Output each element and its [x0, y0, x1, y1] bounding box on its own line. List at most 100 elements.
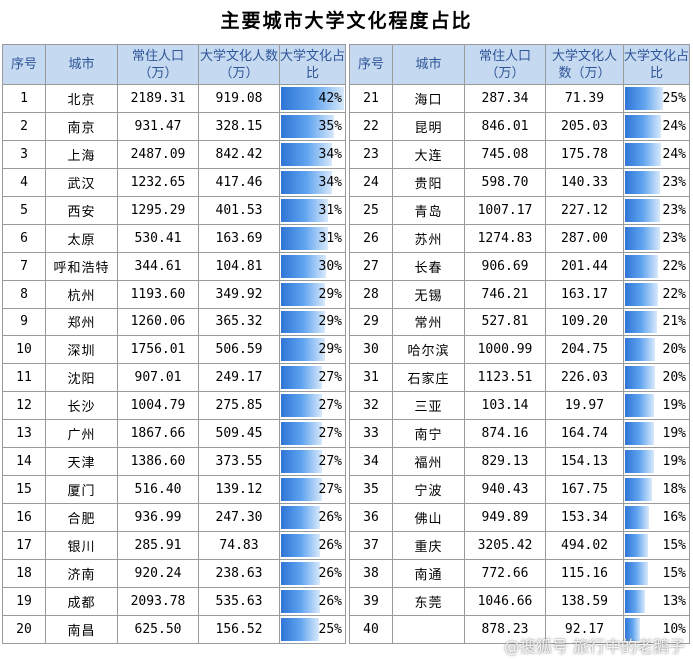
population-cell: 1295.29: [117, 195, 199, 225]
rank-cell: 18: [2, 558, 46, 588]
population-cell: 530.41: [117, 223, 199, 253]
rank-cell: 24: [349, 167, 393, 197]
rank-cell: 36: [349, 503, 393, 532]
edu-count-cell: 167.75: [545, 475, 624, 505]
city-cell: 太原: [45, 223, 118, 253]
edu-ratio-cell: 19%: [623, 391, 690, 421]
edu-count-cell: 506.59: [198, 335, 280, 365]
population-cell: 2487.09: [117, 139, 199, 169]
rank-cell: 17: [2, 531, 46, 560]
ratio-bar: [281, 338, 325, 362]
ratio-bar: [281, 282, 325, 306]
rank-cell: 2: [2, 111, 46, 141]
rank-cell: 8: [2, 279, 46, 309]
city-cell: [392, 614, 465, 645]
ratio-bar: [625, 422, 654, 446]
rank-cell: 12: [2, 391, 46, 421]
edu-count-cell: 19.97: [545, 391, 624, 421]
ratio-value: 29%: [318, 314, 342, 330]
rank-cell: 34: [349, 447, 393, 477]
ratio-bar: [625, 142, 661, 166]
table-row: 31 石家庄 1123.51 226.03 20%: [349, 363, 690, 393]
table-row: 20 南昌 625.50 156.52 25%: [2, 614, 346, 645]
ratio-value: 23%: [662, 202, 686, 218]
table-row: 40 878.23 92.17 10%: [349, 614, 690, 645]
ratio-value: 20%: [662, 370, 686, 386]
ratio-value: 19%: [662, 426, 686, 442]
ratio-bar: [281, 506, 320, 529]
edu-ratio-cell: 31%: [279, 195, 346, 225]
ratio-bar: [281, 450, 322, 474]
ratio-bar: [625, 282, 658, 306]
ratio-value: 22%: [662, 258, 686, 274]
rank-cell: 6: [2, 223, 46, 253]
table-row: 23 大连 745.08 175.78 24%: [349, 139, 690, 169]
ratio-bar: [625, 114, 661, 138]
ratio-bar: [625, 561, 648, 585]
city-cell: 长春: [392, 251, 465, 281]
rank-cell: 38: [349, 558, 393, 588]
city-cell: 南通: [392, 558, 465, 588]
table-row: 29 常州 527.81 109.20 21%: [349, 307, 690, 337]
edu-count-cell: 238.63: [198, 558, 280, 588]
table-row: 30 哈尔滨 1000.99 204.75 20%: [349, 335, 690, 365]
rank-cell: 29: [349, 307, 393, 337]
edu-count-cell: 139.12: [198, 475, 280, 505]
edu-ratio-cell: 31%: [279, 223, 346, 253]
ratio-bar: [281, 198, 328, 222]
ratio-bar: [281, 114, 334, 138]
edu-count-cell: 401.53: [198, 195, 280, 225]
table-row: 38 南通 772.66 115.16 15%: [349, 558, 690, 588]
city-cell: 常州: [392, 307, 465, 337]
rank-cell: 23: [349, 139, 393, 169]
table-row: 33 南宁 874.16 164.74 19%: [349, 419, 690, 449]
rank-cell: 1: [2, 84, 46, 113]
edu-ratio-cell: 34%: [279, 167, 346, 197]
city-cell: 合肥: [45, 503, 118, 532]
population-cell: 878.23: [464, 614, 546, 645]
header-edu-count: 大学文化人数（万）: [198, 44, 280, 85]
rank-cell: 9: [2, 307, 46, 337]
ratio-value: 19%: [662, 398, 686, 414]
edu-count-cell: 275.85: [198, 391, 280, 421]
city-cell: 厦门: [45, 475, 118, 505]
city-cell: 海口: [392, 84, 465, 113]
city-cell: 上海: [45, 139, 118, 169]
edu-count-cell: 115.16: [545, 558, 624, 588]
rank-cell: 35: [349, 475, 393, 505]
city-cell: 南京: [45, 111, 118, 141]
ratio-value: 13%: [662, 593, 686, 609]
edu-count-cell: 154.13: [545, 447, 624, 477]
ratio-value: 27%: [318, 482, 342, 498]
edu-count-cell: 842.42: [198, 139, 280, 169]
table-row: 34 福州 829.13 154.13 19%: [349, 447, 690, 477]
city-cell: 天津: [45, 447, 118, 477]
table-row: 17 银川 285.91 74.83 26%: [2, 531, 346, 560]
edu-ratio-cell: 22%: [623, 279, 690, 309]
ratio-bar: [281, 226, 328, 250]
ratio-value: 19%: [662, 454, 686, 470]
city-cell: 福州: [392, 447, 465, 477]
ratio-value: 30%: [318, 258, 342, 274]
population-cell: 772.66: [464, 558, 546, 588]
ratio-value: 26%: [318, 593, 342, 609]
edu-ratio-cell: 23%: [623, 195, 690, 225]
ratio-value: 15%: [662, 537, 686, 553]
header-city: 城市: [45, 44, 118, 85]
ratio-bar: [625, 198, 660, 222]
ratio-bar: [625, 338, 655, 362]
ratio-value: 24%: [662, 146, 686, 162]
table-row: 5 西安 1295.29 401.53 31%: [2, 195, 346, 225]
edu-count-cell: 509.45: [198, 419, 280, 449]
city-cell: 济南: [45, 558, 118, 588]
table-row: 14 天津 1386.60 373.55 27%: [2, 447, 346, 477]
city-table-left: 序号 城市 常住人口（万） 大学文化人数（万） 大学文化占比 1 北京 2189.3…: [2, 44, 346, 645]
ratio-value: 15%: [662, 565, 686, 581]
population-cell: 1004.79: [117, 391, 199, 421]
rank-cell: 33: [349, 419, 393, 449]
city-cell: 南昌: [45, 614, 118, 645]
ratio-bar: [281, 142, 332, 166]
population-cell: 1123.51: [464, 363, 546, 393]
edu-count-cell: 349.92: [198, 279, 280, 309]
table-row: 28 无锡 746.21 163.17 22%: [349, 279, 690, 309]
